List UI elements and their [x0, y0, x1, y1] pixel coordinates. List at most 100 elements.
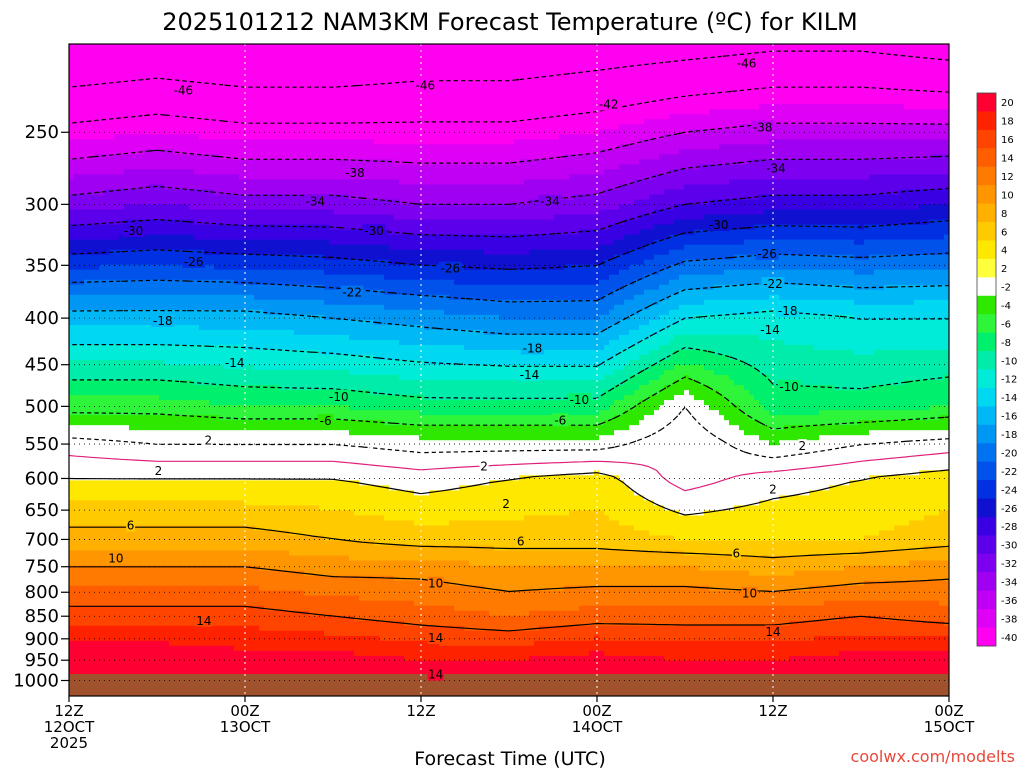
x-tick-label: 14OCT	[572, 718, 623, 736]
colorbar-swatch	[977, 93, 996, 112]
colorbar-swatch	[977, 314, 996, 334]
colorbar-swatch	[977, 148, 996, 168]
colorbar-label: 14	[1001, 154, 1014, 165]
contour-label: -26	[184, 255, 204, 269]
contour-label-bg	[340, 285, 364, 299]
chart-title: 2025101212 NAM3KM Forecast Temperature (…	[162, 8, 858, 36]
colorbar-label: -32	[1001, 559, 1017, 570]
colorbar-swatch	[977, 387, 996, 407]
isotherm-0	[69, 452, 949, 492]
contour-label-bg	[171, 83, 195, 97]
contour-label-bg	[552, 413, 569, 427]
isotherm--30	[69, 187, 949, 238]
colorbar-swatch	[977, 443, 996, 463]
contour-label-bg	[751, 120, 775, 134]
plot-frame	[68, 43, 950, 697]
contour-label-bg	[126, 518, 136, 532]
contour-label: -30	[364, 224, 384, 238]
contour-label-bg	[538, 194, 562, 208]
contour-label: 2	[502, 497, 510, 511]
contour-label-bg	[438, 261, 462, 275]
contour-label: -18	[778, 304, 798, 318]
colorbar-swatch	[977, 406, 996, 426]
x-tick-label: 13OCT	[220, 718, 271, 736]
contour-label: -38	[753, 120, 773, 134]
isotherm-10	[69, 566, 949, 593]
colorbar-swatch	[977, 351, 996, 370]
y-tick-label: 500	[25, 396, 59, 417]
colorbar-swatch	[977, 590, 996, 610]
contour-label-bg	[731, 546, 741, 560]
contour-label-bg	[327, 389, 351, 403]
contour-label: -30	[709, 218, 729, 232]
contour-label-bg	[735, 56, 759, 70]
y-axis-ticks: 2503003504004505005506006507007508008509…	[13, 122, 69, 691]
colorbar-label: -40	[1001, 633, 1017, 644]
contour-label-bg	[122, 224, 146, 238]
surface-ground-band	[69, 674, 949, 696]
colorbar-swatch	[977, 295, 996, 315]
contour-label: -22	[763, 277, 783, 291]
contour-label-bg	[755, 246, 779, 260]
y-tick-label: 850	[25, 606, 59, 627]
isotherm--6	[69, 376, 949, 430]
contour-label-bg	[107, 551, 124, 565]
contour-label: -18	[523, 342, 543, 356]
colorbar-swatch	[977, 222, 996, 241]
contour-label-bg	[427, 576, 444, 590]
contour-label: 2	[480, 459, 488, 473]
contour-label-bg	[203, 433, 213, 447]
contour-label-bg	[741, 586, 758, 600]
contour-label-bg	[768, 482, 778, 496]
colorbar-label: -6	[1001, 319, 1011, 330]
contour-label-bg	[501, 496, 511, 510]
contour-label-bg	[761, 277, 785, 291]
colorbar-label: 16	[1001, 135, 1014, 146]
contour-label: 6	[733, 546, 741, 560]
plot-area: -46 -46 -46 -42 -38 -38 -34 -34 -34 -30 -30 -30 -26 -…	[69, 44, 949, 696]
isotherm-lines	[69, 50, 949, 632]
isotherm-14	[69, 605, 949, 632]
colorbar-swatch	[977, 332, 996, 352]
contour-label: 10	[742, 587, 757, 601]
isotherm--42	[69, 86, 949, 124]
contour-label: 6	[517, 535, 525, 549]
contour-label: -26	[441, 262, 461, 276]
contour-label-bg	[567, 392, 591, 406]
colorbar-label: -34	[1001, 577, 1017, 588]
contour-label: 14	[428, 668, 443, 682]
contour-label-bg	[195, 613, 212, 627]
colorbar-label: 12	[1001, 172, 1014, 183]
contour-label: -46	[737, 56, 757, 70]
colorbar-frame	[976, 92, 997, 647]
colorbar-swatch	[977, 277, 996, 297]
colorbar-label: -28	[1001, 522, 1017, 533]
colorbar-swatch	[977, 424, 996, 444]
contour-label: 10	[108, 552, 123, 566]
colorbar-label: -16	[1001, 412, 1017, 423]
isotherm--10	[69, 346, 949, 399]
colorbar-label: -20	[1001, 448, 1017, 459]
colorbar-label: 6	[1001, 227, 1007, 238]
colorbar-label: -2	[1001, 283, 1011, 294]
y-tick-label: 900	[25, 629, 59, 650]
contour-label-bg	[597, 97, 621, 111]
contour-label-bg	[151, 314, 175, 328]
contour-label-bg	[479, 459, 489, 473]
contour-label-bg	[707, 217, 731, 231]
y-tick-label: 250	[25, 122, 59, 143]
colorbar-swatch	[977, 572, 996, 592]
contour-label-bg	[797, 439, 807, 453]
x-axis-label: Forecast Time (UTC)	[414, 748, 605, 768]
contour-label: -46	[174, 84, 194, 98]
colorbar-swatch	[977, 166, 996, 186]
colorbar-swatch	[977, 240, 996, 260]
colorbar-swatch	[977, 369, 996, 389]
contour-label: 2	[769, 483, 777, 497]
x-tick-label: 2025	[50, 734, 88, 752]
colorbar-swatch	[977, 498, 996, 518]
contour-label: -26	[757, 247, 777, 261]
y-tick-label: 400	[25, 308, 59, 329]
colorbar-swatch	[977, 203, 996, 223]
